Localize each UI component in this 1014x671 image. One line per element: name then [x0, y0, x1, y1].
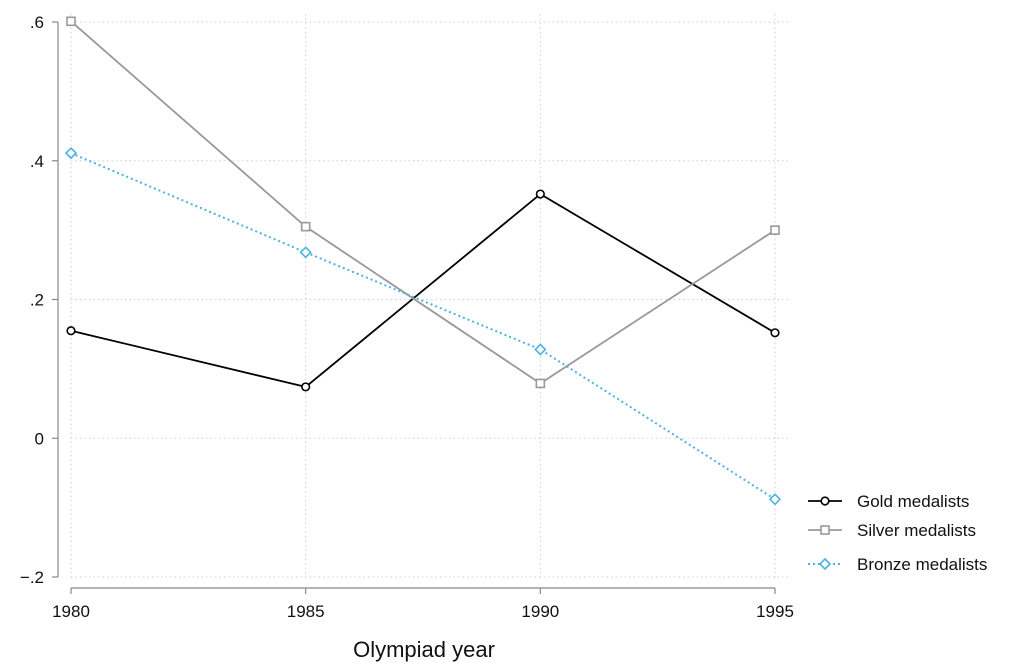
legend: Gold medalists Silver medalists Bronze med…: [808, 492, 987, 574]
legend-item-bronze: Bronze medalists: [808, 555, 987, 574]
x-tick-label: 1990: [521, 602, 559, 621]
bronze-line: [70, 152, 776, 501]
silver-point: [300, 221, 311, 232]
silver-point: [535, 378, 546, 389]
y-tick-label: .4: [30, 152, 44, 171]
x-tick-label: 1985: [287, 602, 325, 621]
legend-label-silver: Silver medalists: [857, 521, 976, 540]
legend-item-gold: Gold medalists: [808, 492, 969, 511]
legend-marker-silver: [820, 525, 830, 535]
gold-point: [301, 382, 311, 392]
y-tick-label: .2: [30, 291, 44, 310]
legend-marker-gold: [820, 496, 830, 506]
silver-point: [66, 16, 76, 27]
axes: −.2 0 .2 .4 .6 1980 1985 1990 1995: [20, 13, 794, 621]
legend-label-gold: Gold medalists: [857, 492, 969, 511]
silver-line: [70, 20, 776, 385]
y-tick-label: −.2: [20, 568, 44, 587]
silver-series: [66, 16, 780, 389]
silver-point: [770, 225, 780, 235]
gold-point: [535, 189, 545, 199]
x-tick-label: 1995: [756, 602, 794, 621]
gold-series: [66, 189, 780, 392]
y-tick-label: 0: [35, 429, 44, 448]
legend-label-bronze: Bronze medalists: [857, 555, 987, 574]
gridlines: [70, 14, 791, 581]
bronze-series: [64, 146, 782, 506]
bronze-point: [534, 343, 547, 356]
y-tick-label: .6: [30, 13, 44, 32]
legend-item-silver: Silver medalists: [808, 521, 976, 540]
x-axis-title: Olympiad year: [353, 637, 495, 662]
gold-point: [66, 326, 76, 336]
x-tick-label: 1980: [52, 602, 90, 621]
gold-line: [70, 192, 776, 388]
gold-point: [770, 328, 780, 338]
bronze-point: [768, 493, 782, 506]
bronze-point: [299, 246, 312, 259]
bronze-point: [64, 146, 78, 160]
legend-marker-bronze: [818, 557, 832, 571]
series-group: [64, 16, 782, 506]
